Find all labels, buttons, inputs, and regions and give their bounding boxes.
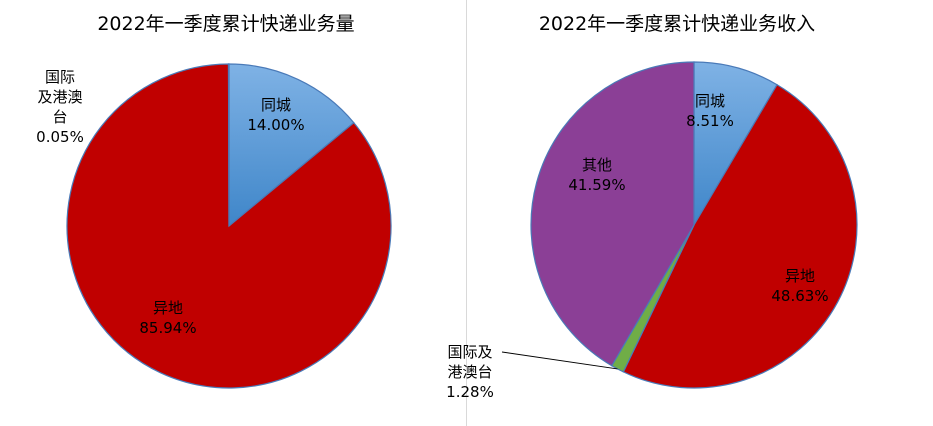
slice-percent-same-city: 8.51% [686,112,734,130]
chart-title-volume: 2022年一季度累计快递业务量 [97,13,354,35]
slice-label-other-region: 异地 [785,267,815,285]
slice-label-intl-hk-mo-tw: 国际及 [447,343,492,361]
slice-label-intl-hk-mo-tw: 台 [52,108,67,126]
slice-label-intl-hk-mo-tw: 港澳台 [447,363,492,381]
slice-label-others: 其他 [582,156,612,174]
slice-percent-other-region: 48.63% [771,287,828,305]
pie-slice-same-city [693,61,778,228]
slice-label-intl-hk-mo-tw: 国际 [45,68,75,86]
pie-revenue [530,61,858,389]
slice-percent-others: 41.59% [568,176,625,194]
leader-line-intl [501,351,618,370]
slice-percent-intl-hk-mo-tw: 0.05% [36,128,84,146]
pie-volume [66,63,392,389]
slice-percent-other-region: 85.94% [139,319,196,337]
chart-title-revenue: 2022年一季度累计快递业务收入 [539,13,815,35]
slice-label-same-city: 同城 [695,92,725,110]
slice-label-other-region: 异地 [153,299,183,317]
slice-label-intl-hk-mo-tw: 及港澳 [37,88,82,106]
pie-slice-others [530,61,695,367]
slice-percent-intl-hk-mo-tw: 1.28% [446,383,494,401]
pie-slice-intl-hk-mo-tw [227,63,230,227]
slice-percent-same-city: 14.00% [247,116,304,134]
pie-slice-other-region [622,83,858,389]
slice-label-same-city: 同城 [261,96,291,114]
pie-slice-same-city [228,63,355,228]
